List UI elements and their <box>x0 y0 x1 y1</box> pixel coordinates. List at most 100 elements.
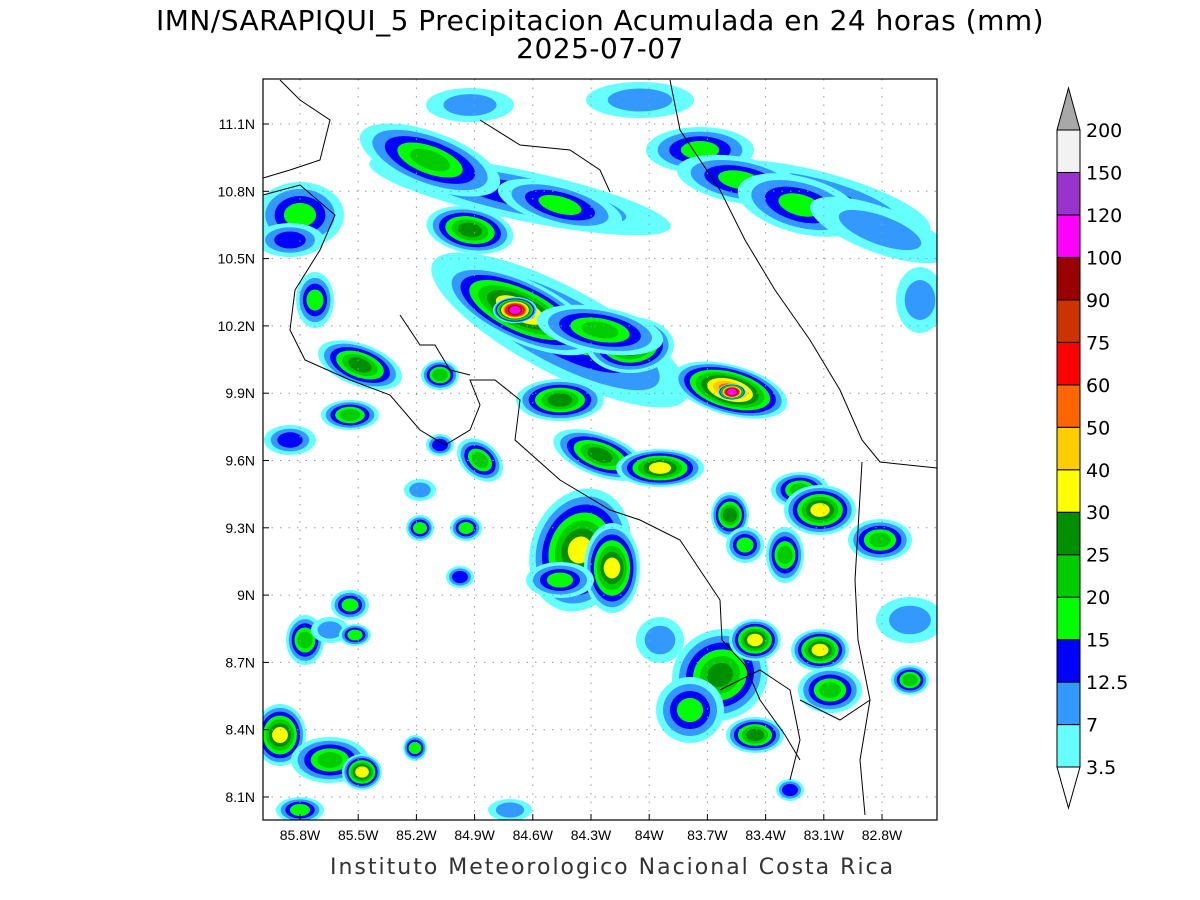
colorbar-label: 25 <box>1086 545 1110 567</box>
lon-tick-label: 83.1W <box>804 827 845 843</box>
precip-contour <box>458 521 474 535</box>
precip-contour <box>587 447 613 463</box>
precip-contour <box>676 697 704 723</box>
lon-tick-label: 85.5W <box>338 827 379 843</box>
precip-cell <box>359 123 501 197</box>
precip-contour <box>339 409 361 421</box>
precip-contour <box>509 306 521 314</box>
precip-contour <box>782 783 798 797</box>
precip-cell <box>876 597 937 643</box>
precip-cell <box>636 617 684 663</box>
colorbar-swatch <box>1056 214 1081 258</box>
colorbar-label: 7 <box>1086 715 1098 737</box>
precip-contour <box>306 289 324 311</box>
precip-cell <box>488 799 532 820</box>
colorbar-swatch <box>1056 256 1081 301</box>
coastline <box>799 699 871 721</box>
precip-contour <box>607 88 673 112</box>
colorbar-label: 50 <box>1086 417 1110 439</box>
map-date: 2025-07-07 <box>516 32 684 65</box>
precip-contour <box>745 728 765 742</box>
colorbar-swatch <box>1056 596 1081 641</box>
lon-tick-label: 85.2W <box>396 827 437 843</box>
precip-contour <box>409 482 431 498</box>
precip-cell <box>810 196 937 264</box>
precip-cell <box>729 619 781 661</box>
precip-contour <box>408 741 422 755</box>
colorbar-swatch <box>1056 724 1081 768</box>
colorbar-label: 75 <box>1086 332 1110 354</box>
lat-tick-label: 9.3N <box>225 520 255 536</box>
lon-tick-label: 84.3W <box>571 827 612 843</box>
precip-cell <box>404 479 436 501</box>
lat-tick-label: 10.8N <box>218 183 255 199</box>
coastlines <box>263 79 937 816</box>
colorbar-swatch <box>1056 554 1081 598</box>
precip-cell <box>848 519 912 561</box>
precip-contour <box>736 537 754 553</box>
lat-tick-label: 8.4N <box>225 722 255 738</box>
lon-tick-label: 85.8W <box>280 827 321 843</box>
lon-tick-label: 82.8W <box>862 827 903 843</box>
colorbar-swatch <box>1056 341 1081 386</box>
lat-tick-label: 10.2N <box>218 318 255 334</box>
precip-contour <box>412 521 428 535</box>
precip-cell <box>776 779 804 801</box>
lon-tick-label: 84.9W <box>454 827 495 843</box>
colorbar-label: 15 <box>1086 630 1110 652</box>
precip-contour <box>648 462 672 474</box>
precip-cell <box>296 272 334 328</box>
precip-cell <box>318 340 402 390</box>
precip-cell <box>450 515 482 541</box>
lat-tick-label: 9.9N <box>225 385 255 401</box>
lat-tick-label: 8.1N <box>225 789 255 805</box>
precip-cell <box>426 88 514 122</box>
precip-cell <box>426 206 514 254</box>
lon-tick-label: 84W <box>635 827 665 843</box>
precip-contour <box>297 631 313 649</box>
colorbar-label: 120 <box>1086 205 1122 227</box>
precip-contour <box>432 438 448 452</box>
precip-contour <box>889 605 931 635</box>
colorbar-swatch <box>1056 639 1081 683</box>
precip-cell <box>784 485 856 535</box>
footer-credit: Instituto Meteorologico Nacional Costa R… <box>330 855 896 880</box>
precip-contour <box>819 682 841 698</box>
precip-cell <box>586 82 694 118</box>
colorbar-swatch <box>1056 681 1081 726</box>
precip-cell <box>403 735 427 761</box>
coastline <box>479 119 611 193</box>
coastline <box>719 669 801 781</box>
precip-cell <box>726 527 764 563</box>
precip-contour <box>272 727 288 743</box>
colorbar: 3.5 7 12.5 15 20 25 30 40 50 60 75 90 100 120 150 200 <box>1056 86 1128 810</box>
map-title: IMN/SARAPIQUI_5 Precipitacion Acumulada … <box>155 4 1045 37</box>
precip-cell <box>456 438 504 482</box>
lat-tick-label: 9N <box>237 587 255 603</box>
colorbar-label: 3.5 <box>1086 757 1116 779</box>
precip-contour <box>727 388 737 396</box>
lat-tick-label: 8.7N <box>225 654 255 670</box>
precip-contour <box>348 357 372 373</box>
map-frame <box>262 78 938 821</box>
precip-contour <box>317 621 343 639</box>
precip-cell <box>584 523 640 613</box>
precip-contour <box>546 572 574 588</box>
colorbar-swatch <box>1056 426 1081 471</box>
colorbar-label: 20 <box>1086 587 1110 609</box>
precip-cell <box>406 515 434 541</box>
precip-contour <box>603 557 621 579</box>
precip-contour <box>811 643 829 657</box>
precip-cell <box>426 434 454 456</box>
precip-contour <box>904 280 936 320</box>
precip-contour <box>341 598 359 612</box>
lat-tick-label: 11.1N <box>219 116 255 132</box>
precip-cell <box>798 667 862 713</box>
precip-contour <box>277 432 303 448</box>
precip-contour <box>274 231 306 249</box>
coastline <box>263 79 331 179</box>
lon-tick-label: 83.4W <box>745 827 786 843</box>
precip-contour <box>355 766 369 778</box>
colorbar-under-triangle <box>1056 766 1081 810</box>
